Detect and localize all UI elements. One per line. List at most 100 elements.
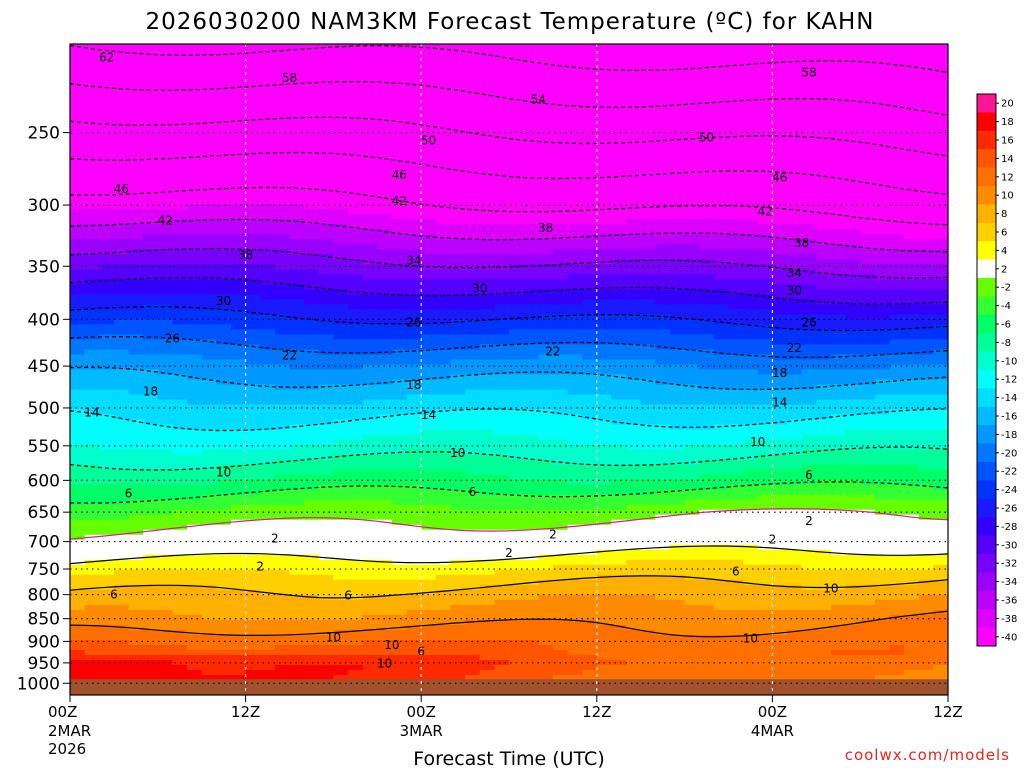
temperature-cell — [318, 324, 334, 331]
temperature-cell — [435, 324, 452, 331]
temperature-cell — [801, 124, 817, 130]
temperature-cell — [801, 209, 817, 215]
temperature-cell — [538, 289, 554, 295]
temperature-cell — [904, 214, 920, 220]
temperature-cell — [582, 224, 598, 230]
temperature-cell — [128, 394, 144, 401]
temperature-cell — [845, 409, 861, 416]
temperature-cell — [918, 179, 934, 185]
temperature-cell — [596, 399, 613, 406]
temperature-cell — [743, 414, 759, 421]
temperature-cell — [421, 259, 437, 265]
temperature-cell — [406, 89, 422, 95]
temperature-cell — [655, 369, 671, 376]
temperature-cell — [435, 154, 452, 160]
temperature-cell — [757, 229, 773, 235]
temperature-cell — [669, 264, 686, 270]
temperature-cell — [889, 244, 905, 250]
temperature-cell — [333, 399, 349, 406]
temperature-cell — [216, 389, 232, 396]
temperature-cell — [772, 169, 788, 175]
temperature-cell — [801, 419, 817, 426]
temperature-cell — [143, 374, 159, 381]
temperature-cell — [333, 54, 349, 60]
temperature-cell — [84, 184, 100, 190]
temperature-cell — [523, 329, 539, 336]
temperature-cell — [918, 304, 934, 311]
temperature-cell — [362, 84, 378, 90]
temperature-cell — [787, 49, 803, 55]
temperature-cell — [348, 149, 364, 155]
temperature-cell — [640, 129, 656, 135]
temperature-cell — [684, 224, 700, 230]
temperature-cell — [801, 269, 817, 275]
temperature-cell — [816, 49, 832, 55]
temperature-cell — [567, 124, 583, 130]
temperature-cell — [582, 54, 598, 60]
temperature-cell — [538, 314, 554, 321]
temperature-cell — [172, 194, 188, 200]
temperature-cell — [245, 379, 261, 386]
temperature-cell — [918, 379, 934, 386]
temperature-cell — [348, 449, 364, 456]
temperature-cell — [333, 419, 349, 426]
temperature-cell — [260, 204, 276, 210]
temperature-cell — [816, 319, 832, 326]
temperature-cell — [465, 244, 481, 250]
temperature-cell — [904, 229, 920, 235]
temperature-cell — [772, 309, 788, 316]
temperature-cell — [611, 64, 627, 70]
temperature-cell — [626, 59, 642, 65]
temperature-cell — [362, 209, 378, 215]
temperature-cell — [318, 299, 334, 305]
temperature-cell — [450, 444, 466, 451]
temperature-cell — [70, 439, 86, 446]
temperature-cell — [274, 264, 291, 270]
temperature-cell — [757, 409, 773, 416]
temperature-cell — [348, 169, 364, 175]
temperature-cell — [918, 84, 934, 90]
temperature-cell — [377, 359, 393, 366]
temperature-cell — [406, 249, 422, 255]
temperature-cell — [172, 404, 188, 411]
temperature-cell — [830, 424, 847, 431]
temperature-cell — [333, 309, 349, 316]
temperature-cell — [699, 64, 715, 70]
temperature-cell — [391, 84, 408, 90]
temperature-cell — [655, 249, 671, 255]
temperature-cell — [596, 189, 613, 195]
temperature-cell — [216, 179, 232, 185]
temperature-cell — [713, 184, 730, 190]
temperature-cell — [348, 164, 364, 170]
temperature-cell — [523, 74, 539, 80]
temperature-cell — [187, 329, 203, 336]
temperature-cell — [669, 164, 686, 170]
temperature-cell — [918, 174, 934, 180]
temperature-cell — [713, 169, 730, 175]
temperature-cell — [245, 154, 261, 160]
temperature-cell — [816, 219, 832, 225]
temperature-cell — [99, 219, 115, 225]
temperature-cell — [582, 214, 598, 220]
temperature-cell — [245, 89, 261, 95]
temperature-cell — [391, 414, 408, 421]
temperature-cell — [406, 399, 422, 406]
temperature-cell — [874, 254, 891, 260]
temperature-cell — [684, 314, 700, 321]
temperature-cell — [509, 379, 525, 386]
temperature-cell — [479, 64, 495, 70]
temperature-cell — [450, 269, 466, 275]
temperature-cell — [816, 364, 832, 371]
temperature-cell — [743, 369, 759, 376]
temperature-cell — [669, 154, 686, 160]
temperature-cell — [187, 344, 203, 351]
temperature-cell — [348, 429, 364, 436]
temperature-cell — [245, 254, 261, 260]
temperature-cell — [260, 89, 276, 95]
temperature-cell — [874, 404, 891, 411]
temperature-cell — [728, 104, 744, 110]
temperature-cell — [830, 359, 847, 366]
temperature-cell — [567, 314, 583, 321]
temperature-cell — [889, 224, 905, 230]
temperature-cell — [655, 124, 671, 130]
